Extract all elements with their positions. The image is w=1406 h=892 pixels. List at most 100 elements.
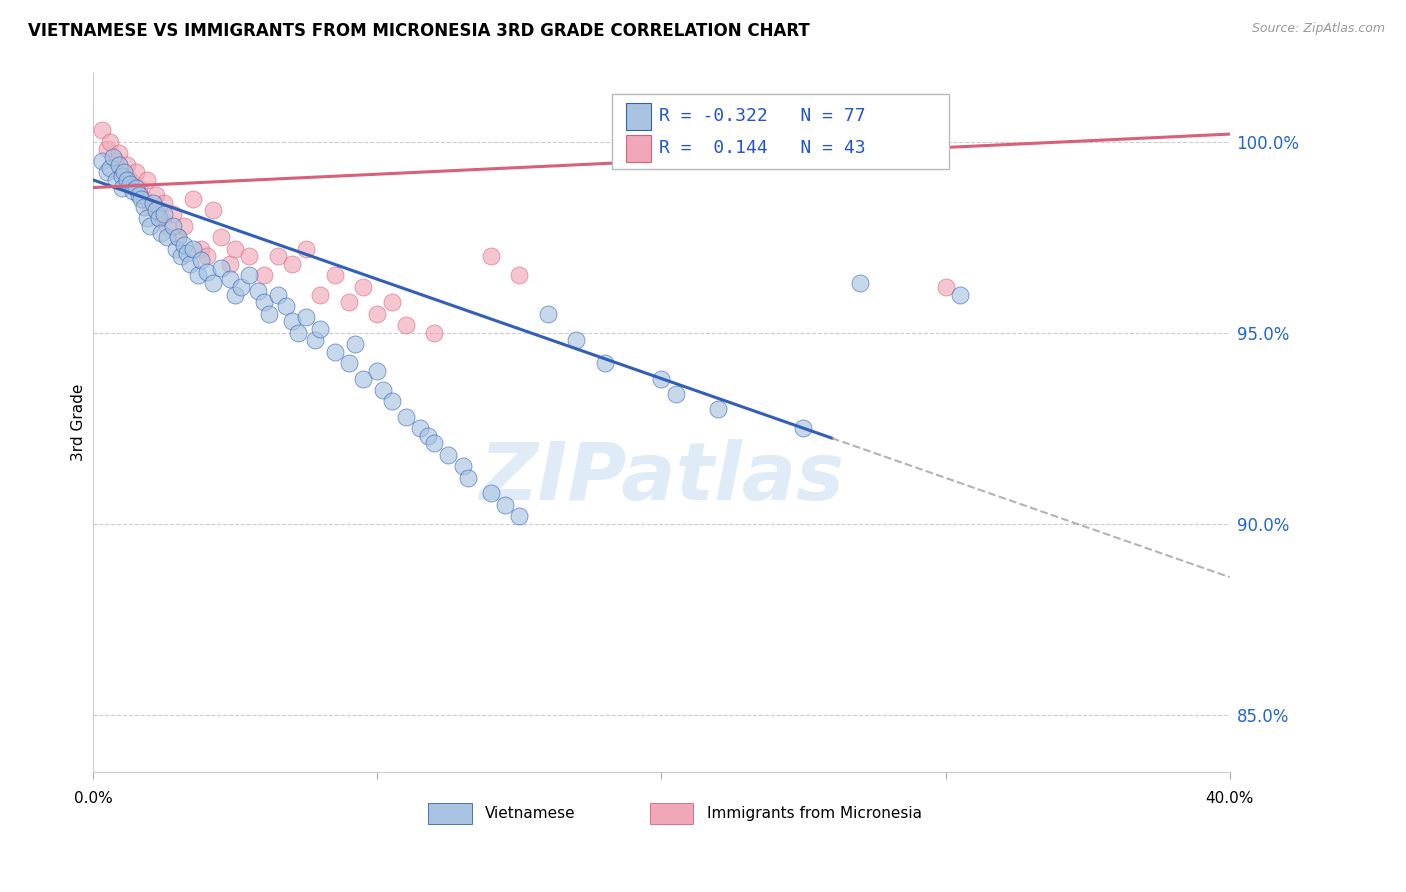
Point bbox=[190, 242, 212, 256]
Point bbox=[565, 334, 588, 348]
Point bbox=[156, 230, 179, 244]
Point bbox=[792, 421, 814, 435]
Point bbox=[128, 180, 150, 194]
Point bbox=[122, 185, 145, 199]
Point bbox=[418, 429, 440, 443]
Point bbox=[451, 459, 474, 474]
Point bbox=[125, 180, 148, 194]
Point bbox=[343, 337, 366, 351]
Point bbox=[179, 257, 201, 271]
Point bbox=[96, 165, 118, 179]
Point bbox=[707, 402, 730, 417]
Point bbox=[181, 192, 204, 206]
Point bbox=[253, 268, 276, 283]
FancyBboxPatch shape bbox=[429, 804, 471, 824]
Point bbox=[224, 287, 246, 301]
Point bbox=[145, 203, 167, 218]
Point bbox=[136, 173, 159, 187]
Point bbox=[201, 276, 224, 290]
Point bbox=[110, 180, 132, 194]
Point bbox=[153, 207, 176, 221]
Point bbox=[380, 295, 402, 310]
Point bbox=[125, 165, 148, 179]
Point bbox=[457, 471, 479, 485]
Point bbox=[287, 326, 309, 340]
Point bbox=[201, 203, 224, 218]
Point bbox=[139, 200, 162, 214]
Point bbox=[98, 161, 121, 176]
Point bbox=[110, 165, 132, 179]
Point bbox=[304, 334, 326, 348]
Point bbox=[295, 242, 318, 256]
Point bbox=[162, 219, 184, 233]
Point bbox=[104, 173, 127, 187]
Point bbox=[195, 249, 218, 263]
Point bbox=[176, 245, 198, 260]
Point bbox=[508, 509, 530, 524]
Point bbox=[142, 195, 165, 210]
Point bbox=[395, 318, 418, 332]
Point bbox=[935, 280, 957, 294]
Text: VIETNAMESE VS IMMIGRANTS FROM MICRONESIA 3RD GRADE CORRELATION CHART: VIETNAMESE VS IMMIGRANTS FROM MICRONESIA… bbox=[28, 22, 810, 40]
Point bbox=[508, 268, 530, 283]
Point bbox=[107, 146, 129, 161]
Point bbox=[167, 230, 190, 244]
Point bbox=[134, 192, 156, 206]
Point bbox=[173, 219, 195, 233]
Point bbox=[187, 268, 209, 283]
Text: ZIPatlas: ZIPatlas bbox=[479, 440, 844, 517]
Point bbox=[253, 295, 276, 310]
Point bbox=[593, 356, 616, 370]
Point bbox=[423, 326, 446, 340]
Point bbox=[267, 249, 290, 263]
Text: Vietnamese: Vietnamese bbox=[485, 806, 576, 822]
Point bbox=[117, 173, 139, 187]
Point bbox=[949, 287, 972, 301]
Point bbox=[337, 295, 360, 310]
Text: 0.0%: 0.0% bbox=[73, 791, 112, 806]
Point bbox=[238, 249, 260, 263]
Point bbox=[110, 169, 132, 183]
Point bbox=[665, 387, 688, 401]
Point bbox=[90, 123, 112, 137]
Point bbox=[104, 153, 127, 168]
Point bbox=[352, 371, 374, 385]
Point bbox=[218, 272, 240, 286]
Point bbox=[267, 287, 290, 301]
Point bbox=[323, 344, 346, 359]
Point bbox=[650, 371, 672, 385]
Point bbox=[479, 486, 502, 500]
Point bbox=[181, 242, 204, 256]
Point bbox=[145, 188, 167, 202]
Point bbox=[167, 230, 190, 244]
Point bbox=[366, 307, 388, 321]
Point bbox=[209, 260, 232, 275]
Point bbox=[114, 165, 136, 179]
Point bbox=[380, 394, 402, 409]
Point bbox=[101, 150, 124, 164]
Point bbox=[494, 498, 516, 512]
Point bbox=[337, 356, 360, 370]
Point bbox=[229, 280, 252, 294]
Point bbox=[295, 310, 318, 325]
Point bbox=[259, 307, 281, 321]
Point bbox=[371, 383, 394, 397]
Point bbox=[162, 207, 184, 221]
Point bbox=[437, 448, 460, 462]
Point bbox=[120, 177, 142, 191]
Point bbox=[218, 257, 240, 271]
Point bbox=[849, 276, 872, 290]
Point bbox=[246, 284, 269, 298]
Point bbox=[90, 153, 112, 168]
Point bbox=[276, 299, 298, 313]
Point bbox=[136, 211, 159, 226]
Point bbox=[409, 421, 432, 435]
Text: R =  0.144   N = 43: R = 0.144 N = 43 bbox=[659, 139, 866, 157]
FancyBboxPatch shape bbox=[650, 804, 693, 824]
Point bbox=[366, 364, 388, 378]
Point bbox=[352, 280, 374, 294]
Point bbox=[150, 227, 173, 241]
Point bbox=[134, 200, 156, 214]
Text: R = -0.322   N = 77: R = -0.322 N = 77 bbox=[659, 107, 866, 126]
Point bbox=[190, 253, 212, 268]
